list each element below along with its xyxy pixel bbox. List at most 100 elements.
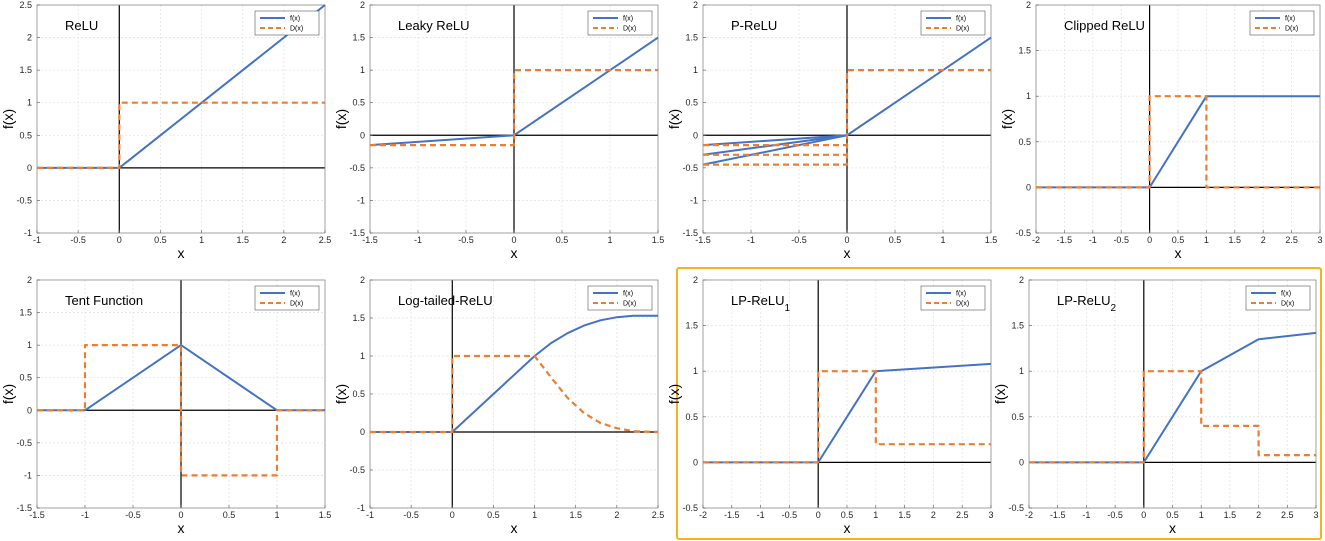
panel-title-text: Clipped ReLU [1064, 18, 1145, 33]
y-tick-label: -1 [690, 195, 698, 205]
x-tick-label: -0.5 [125, 510, 141, 520]
y-tick-label: 0 [1026, 182, 1031, 192]
y-axis-label: f(x) [999, 109, 1015, 129]
legend-label-d: D(x) [956, 26, 969, 33]
y-tick-label: 0.5 [352, 98, 365, 108]
legend: f(x) D(x) [254, 285, 320, 311]
y-tick-label: -0.5 [16, 195, 32, 205]
panel-title: P-ReLU [731, 18, 777, 33]
x-tick-label: -0.5 [791, 235, 807, 245]
y-tick-label: -0.5 [1008, 503, 1024, 513]
y-tick-label: 0.5 [19, 130, 32, 140]
x-tick-label: 3 [1313, 510, 1318, 520]
panel-tent: -1.5 -1 -0.5 0 0.5 1 1.5 -1.5 -1 -0.5 0 0.5 1 1.5 2 x f(… [0, 275, 331, 536]
series-line-f [703, 362, 992, 464]
legend-label-f: f(x) [1281, 291, 1291, 298]
panel-title: Leaky ReLU [398, 18, 470, 33]
x-tick-label: 2 [1261, 235, 1266, 245]
legend: f(x) D(x) [1245, 285, 1311, 311]
x-tick-label: 1 [1199, 510, 1204, 520]
x-tick-label: 0 [117, 235, 122, 245]
x-tick-label: -1.5 [1057, 235, 1073, 245]
x-tick-label: 0 [511, 235, 516, 245]
x-tick-label: -2 [1025, 510, 1033, 520]
x-axis-label: x [511, 520, 518, 536]
legend-label-f: f(x) [956, 16, 966, 23]
x-tick-label: 0.5 [841, 510, 854, 520]
x-tick-label: -1 [1089, 235, 1097, 245]
y-tick-label: 0 [693, 457, 698, 467]
y-tick-label: 1 [27, 98, 32, 108]
x-tick-label: 0 [1147, 235, 1152, 245]
legend-box [254, 285, 320, 311]
legend-label-f: f(x) [623, 16, 633, 23]
y-tick-label: 1.5 [352, 33, 365, 43]
x-tick-label: 2 [1256, 510, 1261, 520]
y-tick-label: 2 [693, 275, 698, 285]
y-tick-label: 1.5 [1011, 321, 1024, 331]
x-tick-label: 0.5 [223, 510, 236, 520]
panel-title-text: Tent Function [65, 293, 143, 308]
legend-label-d: D(x) [623, 26, 636, 33]
panel-clipped: -2 -1.5 -1 -0.5 0 0.5 1 1.5 2 2.5 3 -0.5 0 0.5 1 1.5 2 x f… [999, 0, 1323, 261]
series-line-f [1036, 95, 1320, 189]
y-tick-label: 0.5 [19, 373, 32, 383]
y-tick-label: -1 [357, 503, 365, 513]
x-axis-label: x [844, 520, 851, 536]
y-tick-label: 1 [693, 65, 698, 75]
y-axis-label: f(x) [666, 384, 682, 404]
legend-box [254, 10, 320, 36]
series-line-f [702, 134, 848, 166]
y-tick-label: 0.5 [1011, 412, 1024, 422]
y-tick-label: 2 [693, 0, 698, 10]
y-tick-label: 2 [1026, 0, 1031, 10]
panel-lp1: -2 -1.5 -1 -0.5 0 0.5 1 1.5 2 2.5 3 -0.5 0 0.5 1 1.5 2 x f… [666, 275, 994, 536]
x-tick-label: 0 [1141, 510, 1146, 520]
legend-label-d: D(x) [1281, 301, 1294, 308]
y-tick-label: 1 [1026, 91, 1031, 101]
y-tick-label: -1.5 [349, 228, 365, 238]
y-tick-label: 2 [27, 33, 32, 43]
y-tick-label: 0.5 [352, 389, 365, 399]
y-tick-label: 1.5 [1018, 46, 1031, 56]
series-line-d [703, 68, 991, 147]
x-tick-label: 1.5 [1229, 235, 1242, 245]
y-tick-label: 0 [1019, 457, 1024, 467]
legend-label-d: D(x) [1285, 26, 1298, 33]
x-tick-label: -0.5 [1113, 235, 1129, 245]
legend: f(x) D(x) [587, 10, 653, 36]
panel-relu: -1 -0.5 0 0.5 1 1.5 2 2.5 -1 -0.5 0 0.5 1 1.5 2 2.5 x f(x… [0, 0, 331, 261]
x-tick-label: -1 [757, 510, 765, 520]
panel-title-text: Log-tailed-ReLU [398, 293, 493, 308]
x-tick-label: 0 [178, 510, 183, 520]
y-tick-label: 0.5 [685, 98, 698, 108]
y-tick-label: -1.5 [682, 228, 698, 238]
y-axis-label: f(x) [333, 109, 349, 129]
x-tick-label: -1.5 [29, 510, 45, 520]
x-tick-label: 2.5 [1285, 235, 1298, 245]
series-line-d [37, 344, 325, 477]
legend-box [587, 10, 653, 36]
y-tick-label: -1 [24, 228, 32, 238]
panel-title: Tent Function [65, 293, 143, 308]
legend-label-f: f(x) [623, 291, 633, 298]
x-tick-label: 1.5 [319, 510, 332, 520]
lp-relu-highlight-frame [676, 267, 1322, 540]
y-tick-label: -0.5 [682, 163, 698, 173]
series-line-d [703, 370, 991, 464]
y-tick-label: 2 [1019, 275, 1024, 285]
legend-label-d: D(x) [956, 301, 969, 308]
y-tick-label: 0 [27, 405, 32, 415]
x-tick-label: 1.5 [985, 235, 998, 245]
y-tick-label: 0 [360, 427, 365, 437]
x-tick-label: -0.5 [1107, 510, 1123, 520]
legend-label-f: f(x) [290, 291, 300, 298]
x-tick-label: 1.5 [236, 235, 249, 245]
x-tick-label: 3 [988, 510, 993, 520]
legend-label-f: f(x) [1285, 16, 1295, 23]
panel-title-text: P-ReLU [731, 18, 777, 33]
series-line-d [703, 145, 849, 166]
x-tick-label: 0.5 [487, 510, 500, 520]
x-tick-label: 0.5 [556, 235, 569, 245]
x-tick-label: 2 [614, 510, 619, 520]
